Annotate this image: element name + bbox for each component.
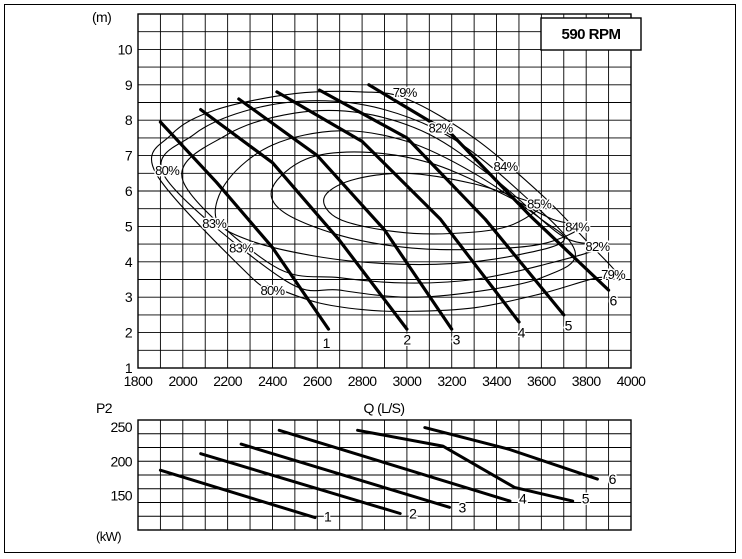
efficiency-label: 83% [229, 241, 254, 256]
power-curve-number: 2 [409, 506, 417, 522]
head-curve-number: 5 [565, 318, 573, 334]
x-tick-label: 3800 [572, 373, 602, 389]
y-tick-label: 7 [125, 148, 133, 164]
x-tick-label: 3600 [527, 373, 557, 389]
x-tick-label: 4000 [617, 373, 647, 389]
efficiency-contours [150, 90, 621, 313]
power-unit-label: (kW) [96, 529, 121, 544]
efficiency-contour-1 [150, 90, 621, 313]
power-axis-label: P2 [96, 400, 113, 416]
head-curve-3 [237, 97, 454, 331]
head-chart-labels: 79% 82% 84% 85% 84% 82% 79% 80% 83%83% 80% 1 2 3 4 5 6 [154, 83, 629, 352]
x-tick-label: 3400 [482, 373, 512, 389]
rpm-box-frame [540, 17, 642, 51]
efficiency-label: 83% [202, 216, 227, 231]
head-curve-number: 3 [453, 332, 461, 348]
y-tick-label: 5 [125, 218, 133, 234]
x-tick-label: 2400 [258, 373, 288, 389]
efficiency-label: 82% [585, 239, 610, 254]
head-chart-ticks: 1800 2000 2200 2400 2600 2800 3000 3200 3400 3600… [118, 41, 647, 389]
head-curve-2 [199, 107, 409, 331]
x-tick-label: 2800 [348, 373, 378, 389]
head-axis-label: (m) [92, 9, 111, 25]
efficiency-contour-6 [323, 172, 548, 235]
head-curve-number: 6 [609, 293, 617, 309]
power-curve-2 [199, 452, 402, 515]
power-curve-number: 4 [519, 490, 527, 506]
efficiency-label: 80% [155, 163, 180, 178]
power-curve-3 [239, 442, 451, 509]
x-tick-label: 2000 [168, 373, 198, 389]
x-tick-label: 3000 [393, 373, 423, 389]
power-curve-5 [356, 428, 575, 503]
y-tick-label: 3 [125, 289, 133, 305]
efficiency-label: 80% [260, 283, 285, 298]
power-y-tick-label: 200 [110, 453, 132, 469]
efficiency-contour-5 [270, 151, 583, 251]
power-y-tick-label: 150 [110, 488, 132, 504]
head-curve-6 [367, 83, 611, 292]
head-curve-5 [317, 88, 566, 317]
flow-axis-label: Q (L/S) [364, 400, 405, 416]
efficiency-label: 84% [494, 159, 519, 174]
power-chart-labels: 1 2 3 4 5 6 [322, 470, 618, 526]
y-tick-label: 4 [125, 254, 133, 270]
y-tick-label: 9 [125, 77, 133, 93]
rpm-label: 590 RPM [561, 26, 620, 43]
x-tick-label: 3200 [437, 373, 467, 389]
head-curve-number: 1 [323, 335, 331, 351]
head-curve-4 [275, 90, 521, 324]
power-curve-number: 3 [458, 499, 466, 515]
power-curves [158, 426, 599, 520]
y-tick-label: 6 [125, 183, 133, 199]
power-curve-4 [277, 428, 512, 503]
head-curve-number: 2 [403, 332, 411, 348]
y-tick-label: 2 [125, 325, 133, 341]
efficiency-label: 85% [527, 196, 552, 211]
power-y-tick-label: 250 [110, 419, 132, 435]
power-curve-number: 5 [582, 490, 590, 506]
power-curve-number: 6 [609, 471, 617, 487]
efficiency-label: 82% [429, 120, 454, 135]
efficiency-contour-4 [214, 130, 566, 266]
power-curve-1 [158, 468, 317, 520]
y-tick-label: 10 [118, 41, 133, 57]
head-curve-number: 4 [518, 325, 526, 341]
efficiency-contour-3 [181, 109, 605, 284]
head-plot-border [137, 13, 632, 369]
efficiency-label: 79% [393, 85, 418, 100]
power-curve-6 [423, 426, 599, 481]
head-chart-grid [137, 13, 632, 369]
efficiency-label: 79% [601, 267, 626, 282]
power-plot-border [137, 419, 632, 531]
rpm-box: 590 RPM [540, 17, 642, 51]
efficiency-contour-2 [160, 100, 576, 298]
efficiency-label: 84% [565, 219, 590, 234]
y-tick-label: 1 [125, 360, 133, 376]
x-tick-label: 2200 [213, 373, 243, 389]
head-curves [158, 83, 611, 331]
x-tick-label: 1800 [124, 373, 154, 389]
x-tick-label: 2600 [303, 373, 333, 389]
y-tick-label: 8 [125, 112, 133, 128]
power-curve-number: 1 [324, 508, 332, 524]
power-chart-ticks: 150 200 250 [110, 419, 133, 504]
head-curve-1 [158, 120, 331, 331]
